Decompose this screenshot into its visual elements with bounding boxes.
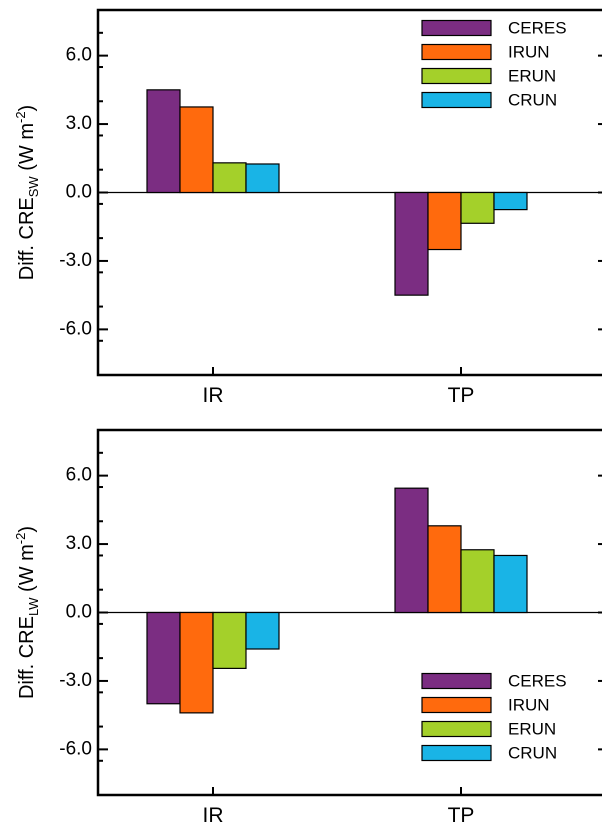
x-tick-label: IR <box>203 804 224 827</box>
bar-irun-tp <box>427 191 462 251</box>
y-tick-label: -6.0 <box>59 738 92 759</box>
bar-crun-ir <box>245 163 280 194</box>
y-axis-label: Diff. CRELW (W m-2) <box>13 526 41 699</box>
y-tick-label: 0.0 <box>66 602 92 623</box>
legend-label-ceres: CERES <box>508 671 567 690</box>
legend-label-irun: IRUN <box>508 42 550 61</box>
y-tick-label: 3.0 <box>66 113 92 134</box>
bar-erun-tp <box>460 191 495 224</box>
bar-irun-ir <box>179 611 214 714</box>
legend: CERES IRUN ERUN CRUN <box>421 671 567 762</box>
bar-ceres-ir <box>146 611 181 705</box>
y-tick-label: 6.0 <box>66 465 92 486</box>
legend-swatch-ceres <box>421 672 492 690</box>
bar-erun-tp <box>460 549 495 614</box>
bar-erun-ir <box>212 611 247 669</box>
bar-irun-tp <box>427 525 462 614</box>
legend-label-crun: CRUN <box>508 743 557 762</box>
legend-swatch-erun <box>421 720 492 738</box>
y-tick-label: 3.0 <box>66 533 92 554</box>
legend-label-crun: CRUN <box>508 90 557 109</box>
bar-ceres-ir <box>146 89 181 194</box>
x-tick-label: IR <box>203 384 224 407</box>
y-tick-label: -6.0 <box>59 318 92 339</box>
legend-label-erun: ERUN <box>508 719 556 738</box>
y-axis-label: Diff. CRESW (W m-2) <box>13 105 41 280</box>
legend-swatch-crun <box>421 744 492 762</box>
y-tick-label: 0.0 <box>66 182 92 203</box>
legend-swatch-crun <box>421 91 492 109</box>
bar-irun-ir <box>179 106 214 194</box>
legend: CERES IRUN ERUN CRUN <box>421 18 567 109</box>
bar-crun-tp <box>493 554 528 614</box>
bar-crun-ir <box>245 611 280 650</box>
legend-swatch-irun <box>421 696 492 714</box>
x-tick-label: TP <box>448 804 475 827</box>
y-tick-label: -3.0 <box>59 250 92 271</box>
y-tick-label: 6.0 <box>66 45 92 66</box>
bar-erun-ir <box>212 162 247 194</box>
y-tick-label: -3.0 <box>59 670 92 691</box>
legend-label-erun: ERUN <box>508 66 556 85</box>
legend-swatch-irun <box>421 43 492 61</box>
legend-label-ceres: CERES <box>508 18 567 37</box>
bar-ceres-tp <box>394 487 429 614</box>
panel-2: 6.0 3.0 0.0 -3.0 -6.0 IR TP Diff. CRELW (W m-2)… <box>13 428 602 827</box>
bar-ceres-tp <box>394 191 429 296</box>
panel-1: 6.0 3.0 0.0 -3.0 -6.0 IR TP Diff. CRESW (W m-2)… <box>13 8 602 407</box>
bar-crun-tp <box>493 191 528 211</box>
legend-label-irun: IRUN <box>508 695 550 714</box>
legend-swatch-erun <box>421 67 492 85</box>
x-tick-label: TP <box>448 384 475 407</box>
legend-swatch-ceres <box>421 19 492 37</box>
